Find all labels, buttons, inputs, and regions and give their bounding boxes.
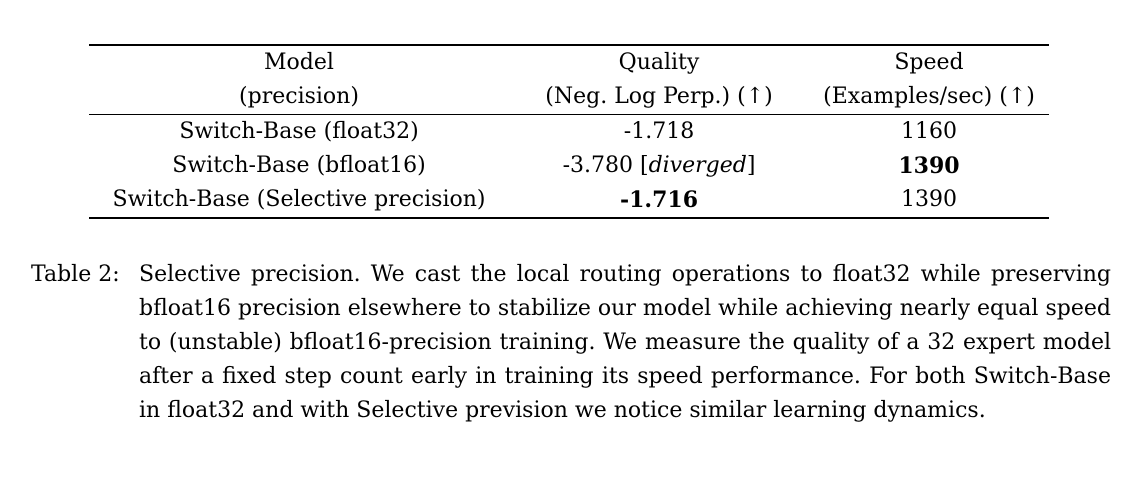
header-model-sub: (precision): [239, 84, 359, 109]
results-table-container: Model Quality Speed (precision) (Neg. Lo…: [89, 44, 1049, 219]
header-quality: Quality: [618, 50, 700, 75]
results-table: Model Quality Speed (precision) (Neg. Lo…: [89, 44, 1049, 219]
table-row: Switch-Base (float32) -1.718 1160: [89, 114, 1049, 150]
table-caption: Table 2: Selective precision. We cast th…: [31, 258, 1111, 428]
header-row-1: Model Quality Speed: [89, 45, 1049, 80]
row-model: Switch-Base (bfloat16): [172, 153, 426, 178]
row-speed-best: 1390: [898, 153, 960, 179]
header-speed: Speed: [894, 50, 964, 75]
row-quality: -3.780 [diverged]: [509, 149, 809, 183]
table-row: Switch-Base (bfloat16) -3.780 [diverged]…: [89, 149, 1049, 183]
header-row-2: (precision) (Neg. Log Perp.) (↑) (Exampl…: [89, 80, 1049, 115]
header-speed-sub: (Examples/sec) (↑): [823, 84, 1035, 109]
header-model: Model: [264, 50, 334, 75]
row-quality: -1.718: [623, 119, 695, 144]
quality-bracket-close: ]: [746, 153, 756, 178]
quality-value: -3.780 [: [562, 153, 649, 178]
row-quality-best: -1.716: [619, 187, 699, 213]
header-quality-sub: (Neg. Log Perp.) (↑): [545, 84, 773, 109]
row-speed: 1390: [901, 187, 957, 212]
row-speed: 1160: [901, 119, 957, 144]
table-row: Switch-Base (Selective precision) -1.716…: [89, 183, 1049, 218]
row-model: Switch-Base (Selective precision): [112, 187, 486, 212]
caption-label: Table 2:: [31, 262, 120, 287]
row-model: Switch-Base (float32): [179, 119, 419, 144]
caption-text: Selective precision. We cast the local r…: [139, 262, 1111, 423]
diverged-note: diverged: [648, 153, 747, 178]
